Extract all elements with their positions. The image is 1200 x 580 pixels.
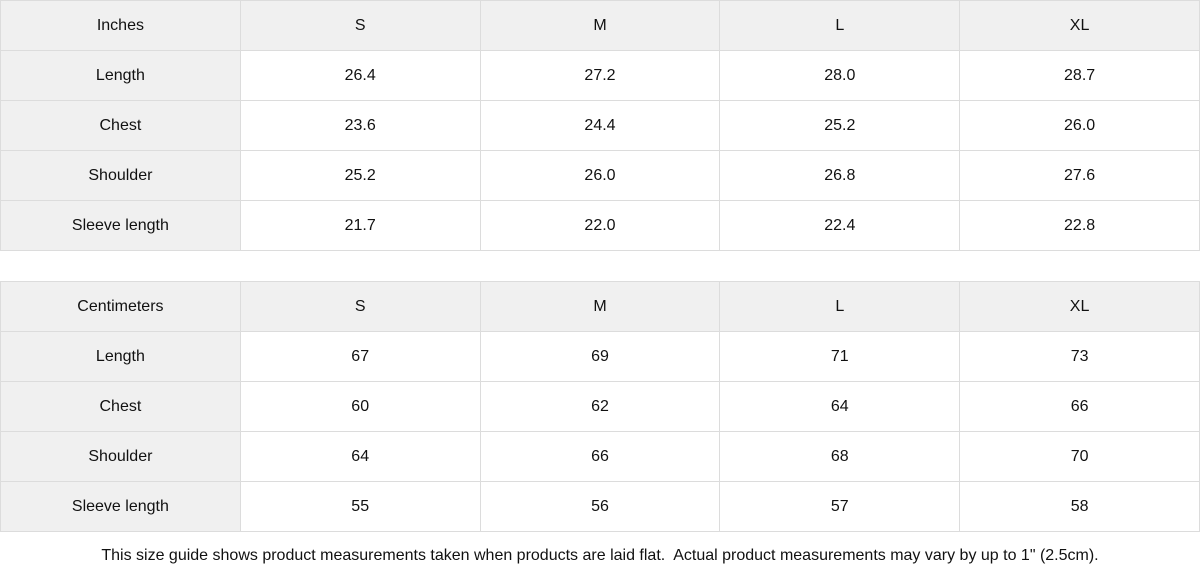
measurement-cell: 23.6 <box>239 100 481 151</box>
measurement-cell: 67 <box>239 331 481 382</box>
measurement-cell: 22.8 <box>959 200 1200 251</box>
measurement-cell: 21.7 <box>239 200 481 251</box>
column-header-size-xl: XL <box>959 0 1200 51</box>
row-label: Shoulder <box>0 431 241 482</box>
column-header-size-m: M <box>479 0 721 51</box>
measurement-cell: 71 <box>719 331 961 382</box>
row-label: Chest <box>0 381 241 432</box>
measurement-cell: 68 <box>719 431 961 482</box>
measurement-cell: 27.2 <box>479 50 721 101</box>
size-table-inches: Inches S M L XL Length 26.4 27.2 28.0 28… <box>0 0 1200 251</box>
measurement-cell: 26.0 <box>959 100 1200 151</box>
column-header-unit-centimeters: Centimeters <box>0 281 241 332</box>
row-label: Sleeve length <box>0 200 241 251</box>
measurement-cell: 58 <box>959 481 1200 532</box>
measurement-cell: 62 <box>479 381 721 432</box>
measurement-cell: 26.4 <box>239 50 481 101</box>
measurement-cell: 66 <box>959 381 1200 432</box>
table-row-shoulder-inches: Shoulder 25.2 26.0 26.8 27.6 <box>0 150 1200 201</box>
table-spacer <box>0 251 1200 281</box>
measurement-cell: 70 <box>959 431 1200 482</box>
header-row-inches: Inches S M L XL <box>0 0 1200 51</box>
measurement-cell: 73 <box>959 331 1200 382</box>
measurement-cell: 64 <box>719 381 961 432</box>
table-row-length-centimeters: Length 67 69 71 73 <box>0 331 1200 382</box>
measurement-cell: 60 <box>239 381 481 432</box>
row-label: Sleeve length <box>0 481 241 532</box>
table-row-sleeve-length-inches: Sleeve length 21.7 22.0 22.4 22.8 <box>0 200 1200 251</box>
table-row-chest-centimeters: Chest 60 62 64 66 <box>0 381 1200 432</box>
header-row-centimeters: Centimeters S M L XL <box>0 281 1200 332</box>
measurement-cell: 64 <box>239 431 481 482</box>
measurement-cell: 26.8 <box>719 150 961 201</box>
column-header-size-l: L <box>719 281 961 332</box>
size-table-centimeters: Centimeters S M L XL Length 67 69 71 73 … <box>0 281 1200 532</box>
measurement-cell: 66 <box>479 431 721 482</box>
measurement-cell: 28.0 <box>719 50 961 101</box>
measurement-cell: 57 <box>719 481 961 532</box>
measurement-cell: 27.6 <box>959 150 1200 201</box>
measurement-cell: 26.0 <box>479 150 721 201</box>
table-row-chest-inches: Chest 23.6 24.4 25.2 26.0 <box>0 100 1200 151</box>
column-header-size-xl: XL <box>959 281 1200 332</box>
column-header-size-m: M <box>479 281 721 332</box>
measurement-cell: 25.2 <box>239 150 481 201</box>
measurement-cell: 55 <box>239 481 481 532</box>
column-header-size-l: L <box>719 0 961 51</box>
row-label: Shoulder <box>0 150 241 201</box>
table-row-length-inches: Length 26.4 27.2 28.0 28.7 <box>0 50 1200 101</box>
measurement-cell: 24.4 <box>479 100 721 151</box>
table-row-shoulder-centimeters: Shoulder 64 66 68 70 <box>0 431 1200 482</box>
column-header-unit-inches: Inches <box>0 0 241 51</box>
size-guide-disclaimer: This size guide shows product measuremen… <box>0 532 1200 580</box>
row-label: Length <box>0 331 241 382</box>
measurement-cell: 22.4 <box>719 200 961 251</box>
table-row-sleeve-length-centimeters: Sleeve length 55 56 57 58 <box>0 481 1200 532</box>
measurement-cell: 28.7 <box>959 50 1200 101</box>
measurement-cell: 25.2 <box>719 100 961 151</box>
row-label: Length <box>0 50 241 101</box>
row-label: Chest <box>0 100 241 151</box>
measurement-cell: 22.0 <box>479 200 721 251</box>
measurement-cell: 56 <box>479 481 721 532</box>
column-header-size-s: S <box>239 0 481 51</box>
measurement-cell: 69 <box>479 331 721 382</box>
column-header-size-s: S <box>239 281 481 332</box>
